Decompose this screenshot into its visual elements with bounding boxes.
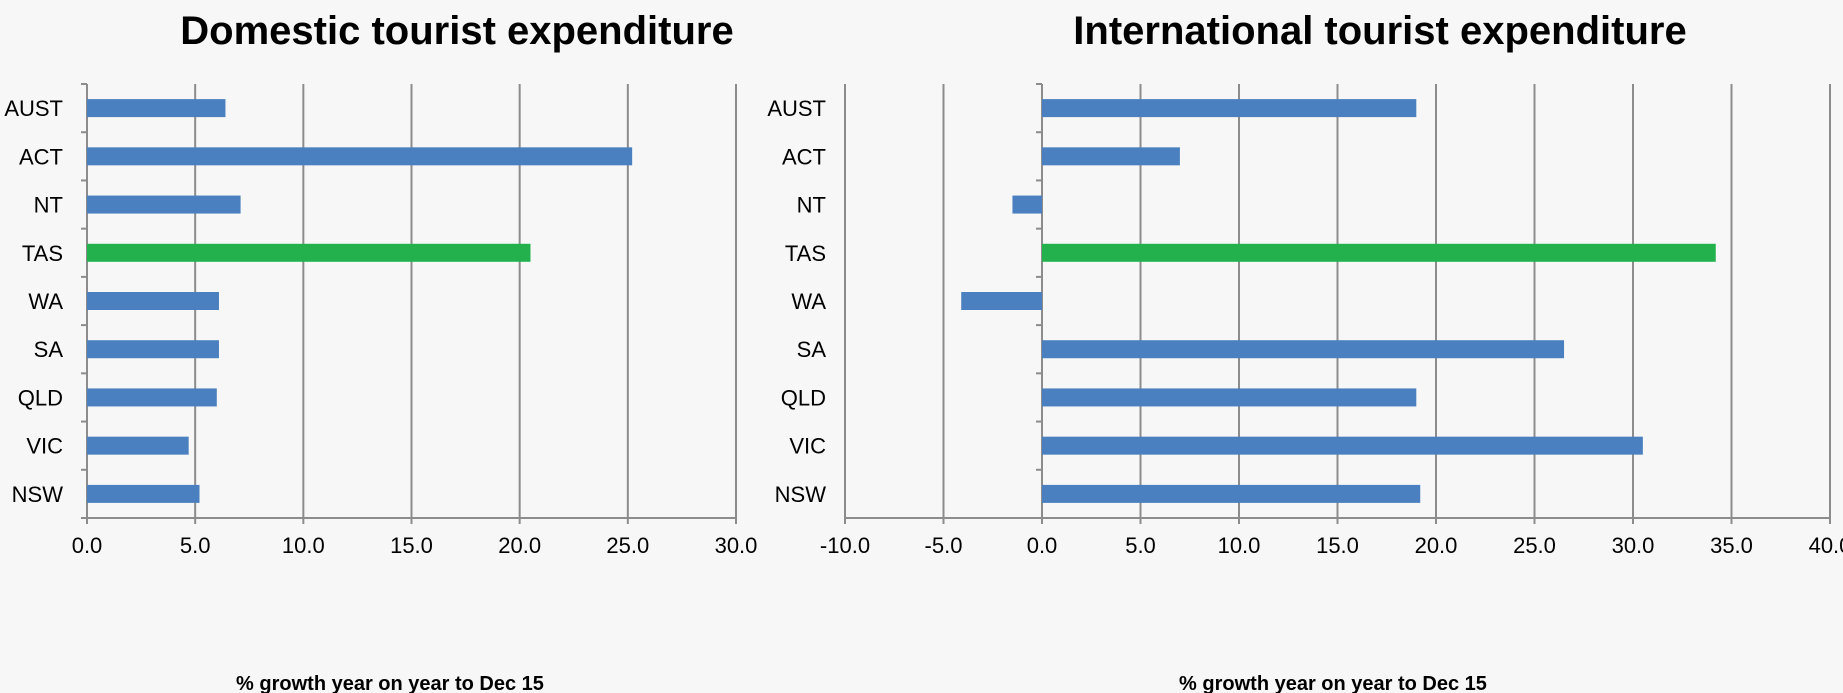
x-tick-label: 0.0 [1027, 533, 1058, 558]
x-tick-label: 20.0 [1415, 533, 1458, 558]
bar-tas [1042, 243, 1716, 262]
category-label: NT [797, 193, 826, 218]
x-tick-label: -10.0 [820, 533, 870, 558]
category-label: SA [797, 337, 827, 362]
chart-international: International tourist expenditure % grow… [767, 9, 1843, 693]
chart-title: Domestic tourist expenditure [180, 9, 733, 53]
category-label: TAS [22, 241, 63, 266]
x-tick-label: 10.0 [282, 533, 325, 558]
category-label: ACT [19, 144, 63, 169]
chart-domestic: Domestic tourist expenditure % growth ye… [4, 9, 757, 693]
bar-tas [87, 243, 531, 262]
bar-aust [87, 99, 226, 118]
category-label: QLD [781, 385, 826, 410]
bar-qld [1042, 388, 1417, 407]
category-label: QLD [18, 385, 63, 410]
category-label: NSW [12, 482, 64, 507]
x-tick-label: 5.0 [1125, 533, 1156, 558]
bar-nt [87, 195, 241, 214]
category-label: TAS [785, 241, 826, 266]
chart-title: International tourist expenditure [1073, 9, 1686, 53]
bar-vic [87, 436, 189, 455]
category-label: NT [34, 193, 63, 218]
bar-wa [961, 292, 1042, 310]
bar-vic [1042, 436, 1643, 455]
category-label: VIC [789, 434, 826, 459]
x-axis-label: % growth year on year to Dec 15 [1179, 673, 1487, 693]
x-tick-label: 25.0 [1513, 533, 1556, 558]
x-tick-label: 40.0 [1809, 533, 1843, 558]
category-label: SA [34, 337, 64, 362]
x-tick-label: 20.0 [498, 533, 541, 558]
x-tick-label: -5.0 [925, 533, 963, 558]
x-tick-label: 30.0 [1612, 533, 1655, 558]
bar-nsw [87, 484, 200, 503]
category-label: AUST [4, 96, 63, 121]
category-label: AUST [767, 96, 826, 121]
category-label: VIC [26, 434, 63, 459]
x-tick-label: 35.0 [1710, 533, 1753, 558]
bar-wa [87, 292, 219, 310]
x-tick-label: 10.0 [1218, 533, 1261, 558]
bar-sa [1042, 340, 1565, 359]
bar-act [87, 147, 633, 166]
x-tick-label: 0.0 [72, 533, 103, 558]
bar-aust [1042, 99, 1417, 118]
bar-nt [1012, 195, 1042, 214]
category-label: WA [791, 289, 826, 314]
x-tick-label: 30.0 [715, 533, 758, 558]
bar-nsw [1042, 484, 1421, 503]
x-tick-label: 5.0 [180, 533, 211, 558]
x-tick-label: 15.0 [1316, 533, 1359, 558]
bar-qld [87, 388, 217, 407]
x-axis-label: % growth year on year to Dec 15 [236, 673, 544, 693]
x-tick-label: 25.0 [606, 533, 649, 558]
category-label: WA [28, 289, 63, 314]
category-label: ACT [782, 144, 826, 169]
category-label: NSW [775, 482, 827, 507]
bar-sa [87, 340, 219, 359]
bar-act [1042, 147, 1180, 166]
x-tick-label: 15.0 [390, 533, 433, 558]
